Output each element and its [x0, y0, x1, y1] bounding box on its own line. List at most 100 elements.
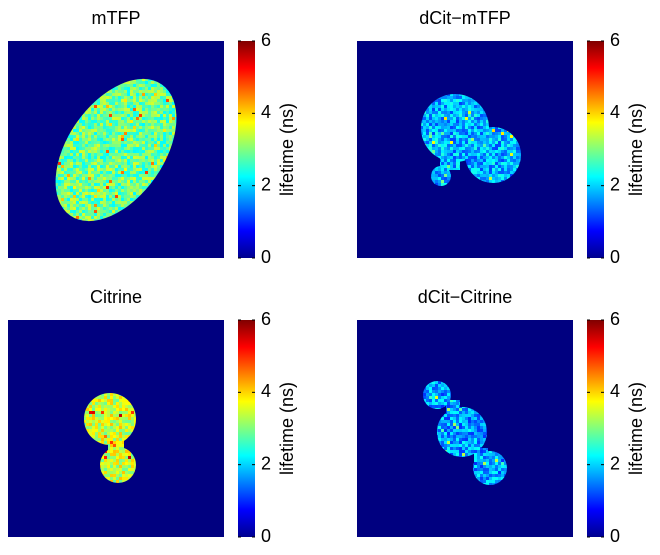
pixel [136, 138, 139, 141]
pixel [112, 141, 115, 144]
pixel [107, 408, 110, 411]
pixel [73, 147, 76, 150]
pixel [468, 156, 471, 159]
pixel [82, 177, 85, 180]
pixel [79, 210, 82, 213]
pixel [507, 135, 510, 138]
pixel [145, 186, 148, 189]
pixel [435, 153, 438, 156]
pixel [91, 210, 94, 213]
pixel [101, 405, 104, 408]
pixel [501, 171, 504, 174]
colorbar-tick-label: 0 [610, 247, 620, 267]
pixel [127, 195, 130, 198]
pixel [124, 108, 127, 111]
pixel [109, 183, 112, 186]
pixel [91, 114, 94, 117]
pixel [447, 111, 450, 114]
pixel [498, 156, 501, 159]
pixel [88, 207, 91, 210]
pixel [447, 129, 450, 132]
pixel [145, 108, 148, 111]
pixel [121, 177, 124, 180]
pixel [426, 138, 429, 141]
pixel [510, 156, 513, 159]
pixel [474, 135, 477, 138]
pixel [115, 159, 118, 162]
pixel [459, 117, 462, 120]
pixel [154, 132, 157, 135]
pixel [100, 150, 103, 153]
pixel [109, 201, 112, 204]
pixel [91, 195, 94, 198]
pixel [429, 150, 432, 153]
pixel [492, 177, 495, 180]
pixel [101, 408, 104, 411]
pixel [429, 141, 432, 144]
pixel [142, 123, 145, 126]
pixel [435, 117, 438, 120]
pixel [474, 138, 477, 141]
pixel [151, 144, 154, 147]
pixel [106, 174, 109, 177]
pixel [73, 192, 76, 195]
pixel [98, 417, 101, 420]
pixel [104, 459, 107, 462]
pixel [103, 210, 106, 213]
pixel [88, 132, 91, 135]
pixel [429, 114, 432, 117]
pixel [98, 423, 101, 426]
pixel [73, 135, 76, 138]
pixel [133, 84, 136, 87]
pixel [118, 105, 121, 108]
pixel [444, 96, 447, 99]
pixel [453, 138, 456, 141]
pixel [444, 177, 447, 180]
pixel [116, 432, 119, 435]
pixel [145, 183, 148, 186]
pixel [119, 456, 122, 459]
pixel [471, 120, 474, 123]
pixel [119, 399, 122, 402]
pixel [157, 150, 160, 153]
pixel [70, 207, 73, 210]
pixel [88, 129, 91, 132]
pixel [495, 132, 498, 135]
pixel [124, 102, 127, 105]
pixel [465, 114, 468, 117]
pixel [79, 129, 82, 132]
pixel [79, 144, 82, 147]
pixel [58, 195, 61, 198]
pixel [145, 111, 148, 114]
pixel [169, 108, 172, 111]
pixel [112, 198, 115, 201]
pixel [133, 120, 136, 123]
pixel [88, 156, 91, 159]
pixel [97, 153, 100, 156]
pixel [89, 405, 92, 408]
pixel [70, 177, 73, 180]
pixel [139, 168, 142, 171]
pixel [474, 117, 477, 120]
pixel [172, 108, 175, 111]
pixel [447, 177, 450, 180]
pixel [119, 444, 122, 447]
pixel [115, 171, 118, 174]
pixel [88, 201, 91, 204]
pixel [516, 147, 519, 150]
pixel [82, 147, 85, 150]
pixel [154, 138, 157, 141]
pixel [154, 84, 157, 87]
pixel [85, 210, 88, 213]
pixel [489, 162, 492, 165]
pixel [151, 81, 154, 84]
pixel [471, 126, 474, 129]
pixel [163, 114, 166, 117]
pixel [118, 126, 121, 129]
pixel [88, 189, 91, 192]
pixel [501, 138, 504, 141]
pixel [124, 204, 127, 207]
pixel [113, 435, 116, 438]
pixel [79, 189, 82, 192]
pixel [97, 165, 100, 168]
